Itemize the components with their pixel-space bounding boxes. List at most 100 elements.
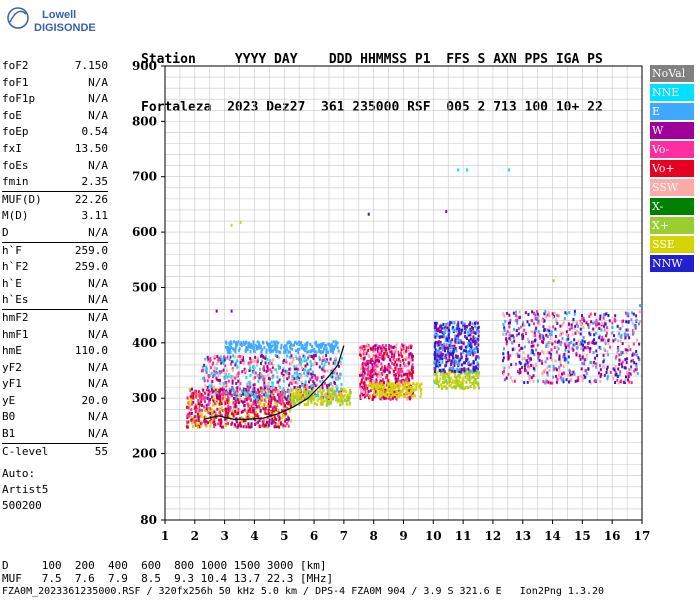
- echo-dot: [207, 410, 210, 414]
- echo-dot: [241, 409, 244, 413]
- echo-dot: [324, 343, 327, 347]
- echo-dot: [227, 404, 230, 408]
- echo-dot: [248, 394, 251, 398]
- echo-dot: [262, 355, 265, 359]
- param-separator: [2, 308, 108, 310]
- echo-dot: [394, 375, 397, 379]
- echo-dot: [444, 327, 447, 331]
- echo-dot: [435, 364, 438, 368]
- echo-dot: [270, 386, 273, 390]
- echo-dot: [275, 408, 278, 412]
- echo-dot: [445, 343, 448, 347]
- echo-dot: [625, 361, 628, 365]
- param-value: 3.11: [81, 209, 109, 223]
- echo-dot: [578, 343, 581, 347]
- echo-dot: [339, 360, 342, 364]
- echo-dot: [370, 347, 373, 351]
- echo-dot: [336, 374, 339, 378]
- echo-dot: [377, 351, 380, 355]
- param-row: hmF2 N/A: [2, 310, 108, 327]
- echo-dot: [325, 349, 328, 353]
- echo-dot: [437, 380, 440, 384]
- echo-dot: [391, 361, 394, 365]
- echo-dot: [408, 391, 411, 395]
- echo-dot: [233, 389, 236, 393]
- echo-dot: [467, 331, 470, 335]
- echo-dot: [204, 422, 207, 426]
- echo-dot: [304, 390, 307, 394]
- echo-dot: [379, 385, 382, 389]
- echo-dot: [256, 360, 259, 364]
- echo-dot: [366, 368, 369, 372]
- echo-dot: [329, 347, 332, 351]
- echo-dot: [399, 351, 402, 355]
- echo-dot: [505, 340, 508, 344]
- echo-dot: [383, 388, 386, 392]
- echo-dot: [572, 317, 575, 321]
- echo-dot: [287, 340, 290, 344]
- echo-dot: [265, 420, 268, 424]
- echo-dot: [267, 423, 270, 427]
- echo-dot: [465, 385, 468, 389]
- echo-dot: [525, 359, 528, 363]
- echo-dot: [274, 345, 277, 349]
- echo-dot: [471, 371, 474, 375]
- echo-dot: [359, 382, 362, 386]
- echo-dot: [371, 367, 374, 371]
- echo-dot: [312, 376, 315, 380]
- echo-dot: [395, 397, 398, 401]
- echo-dot: [304, 368, 307, 372]
- echo-dot: [262, 365, 265, 369]
- echo-dot: [476, 367, 479, 371]
- echo-dot: [299, 356, 302, 360]
- echo-dot: [361, 393, 364, 397]
- echo-dot: [270, 421, 273, 425]
- echo-dot: [527, 340, 530, 344]
- echo-dot: [363, 386, 366, 390]
- echo-dot: [193, 390, 196, 394]
- echo-dot: [327, 383, 330, 387]
- echo-dot: [509, 354, 512, 358]
- echo-dot: [466, 344, 469, 348]
- echo-dot: [630, 381, 633, 385]
- param-row: yF1 N/A: [2, 376, 108, 393]
- echo-dot: [345, 402, 348, 406]
- x-tick-label: 16: [604, 529, 621, 543]
- echo-dot: [363, 378, 366, 382]
- echo-dot: [236, 410, 239, 414]
- echo-dot: [385, 380, 388, 384]
- echo-dot: [260, 354, 263, 358]
- echo-dot: [523, 345, 526, 349]
- echo-dot: [408, 384, 411, 388]
- echo-dot: [635, 353, 638, 357]
- echo-dot: [594, 356, 597, 360]
- echo-dot: [287, 389, 290, 393]
- echo-dot: [219, 424, 222, 428]
- echo-dot: [319, 379, 322, 383]
- echo-dot: [228, 387, 231, 391]
- echo-dot: [203, 415, 206, 419]
- echo-dot: [246, 398, 249, 402]
- echo-dot: [320, 396, 323, 400]
- x-tick-label: 5: [280, 529, 288, 543]
- echo-dot: [381, 365, 384, 369]
- echo-dot: [270, 340, 273, 344]
- echo-dot: [289, 344, 292, 348]
- echo-dot: [394, 360, 397, 364]
- echo-dot: [463, 367, 466, 371]
- echo-dot: [313, 374, 316, 378]
- echo-dot: [198, 391, 201, 395]
- echo-dot: [558, 373, 561, 377]
- echo-dot: [373, 386, 376, 390]
- echo-dot: [434, 335, 437, 339]
- echo-dot: [477, 334, 480, 338]
- echo-dot: [387, 379, 390, 383]
- echo-dot: [410, 353, 413, 357]
- echo-dot: [448, 330, 451, 334]
- echo-dot: [195, 418, 198, 422]
- echo-dot: [218, 418, 221, 422]
- echo-dot: [573, 312, 576, 316]
- echo-dot: [240, 419, 243, 423]
- echo-dot: [625, 328, 628, 332]
- echo-dot: [340, 362, 343, 366]
